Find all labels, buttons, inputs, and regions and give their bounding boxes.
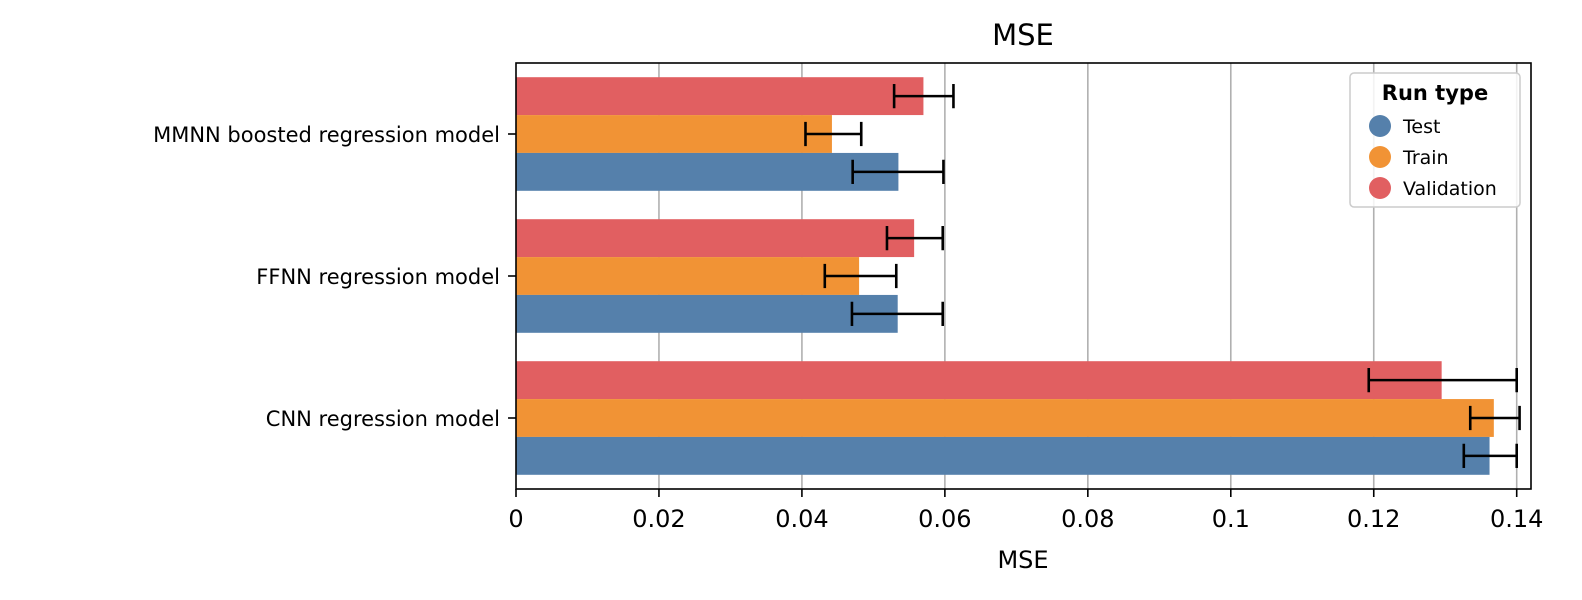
x-axis: 0 0.02 0.04 0.06 0.08 0.1 0.12 0.14: [508, 489, 1543, 533]
y-tick-label: FFNN regression model: [256, 265, 500, 289]
x-tick-label: 0.06: [918, 505, 971, 533]
bars-group: [516, 77, 1494, 475]
bar-train: [516, 399, 1494, 437]
bar-test: [516, 152, 899, 191]
bar-test: [516, 436, 1490, 475]
bar-validation: [516, 219, 915, 258]
x-tick-label: 0.1: [1212, 505, 1250, 533]
bar-train: [516, 115, 832, 153]
bar-test: [516, 294, 898, 333]
legend-marker: [1369, 146, 1391, 168]
legend-marker: [1369, 177, 1391, 199]
x-tick-label: 0.02: [632, 505, 685, 533]
legend-label: Validation: [1403, 178, 1497, 200]
legend-label: Train: [1402, 147, 1449, 169]
y-axis: MMNN boosted regression model FFNN regres…: [153, 123, 516, 431]
error-bars-group: [804, 84, 1521, 468]
x-tick-label: 0.04: [775, 505, 828, 533]
x-tick-label: 0.08: [1061, 505, 1114, 533]
x-tick-label: 0.12: [1347, 505, 1400, 533]
legend-label: Test: [1402, 116, 1440, 138]
legend-box: [1349, 72, 1521, 208]
bar-validation: [516, 361, 1442, 400]
y-tick-label: MMNN boosted regression model: [153, 123, 500, 147]
bar-train: [516, 257, 860, 295]
bar-validation: [516, 77, 924, 116]
x-tick-label: 0: [508, 505, 523, 533]
legend-title: Run type: [1382, 81, 1488, 105]
legend-marker: [1369, 115, 1391, 137]
x-tick-label: 0.14: [1490, 505, 1543, 533]
y-tick-label: CNN regression model: [266, 407, 500, 431]
legend: Run type Test Train Validation: [1349, 72, 1521, 208]
chart-title: MSE: [992, 18, 1054, 52]
x-axis-label: MSE: [997, 546, 1048, 574]
